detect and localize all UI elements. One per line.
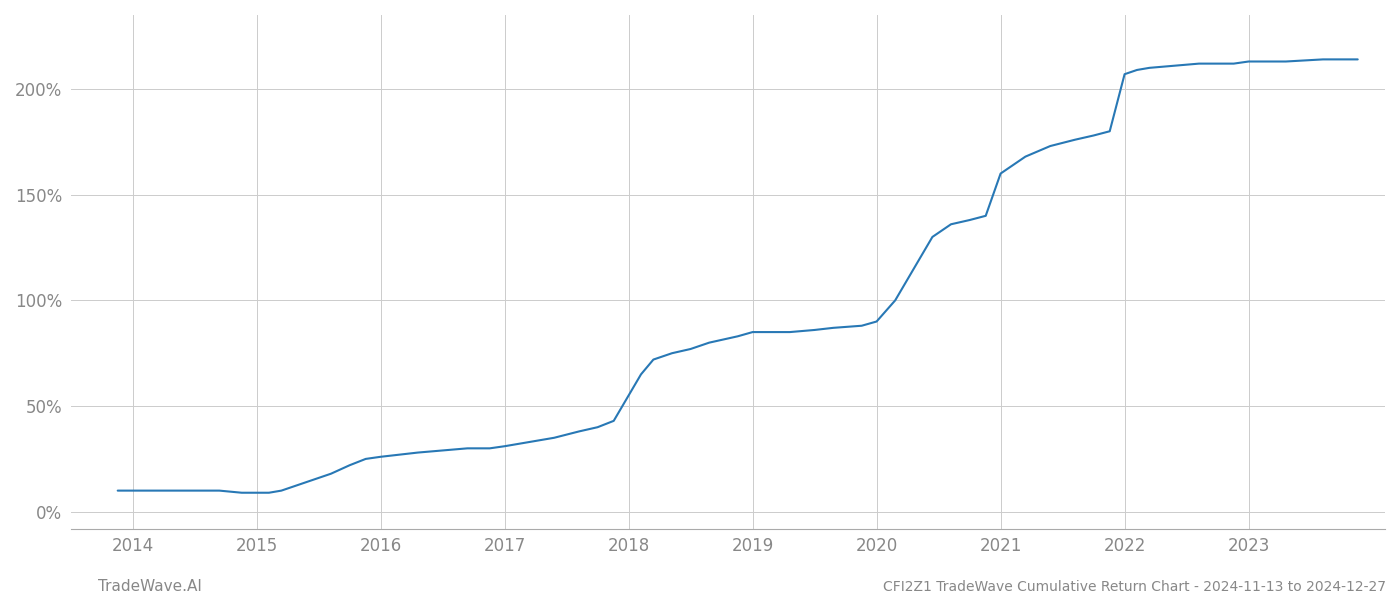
Text: TradeWave.AI: TradeWave.AI (98, 579, 202, 594)
Text: CFI2Z1 TradeWave Cumulative Return Chart - 2024-11-13 to 2024-12-27: CFI2Z1 TradeWave Cumulative Return Chart… (883, 580, 1386, 594)
